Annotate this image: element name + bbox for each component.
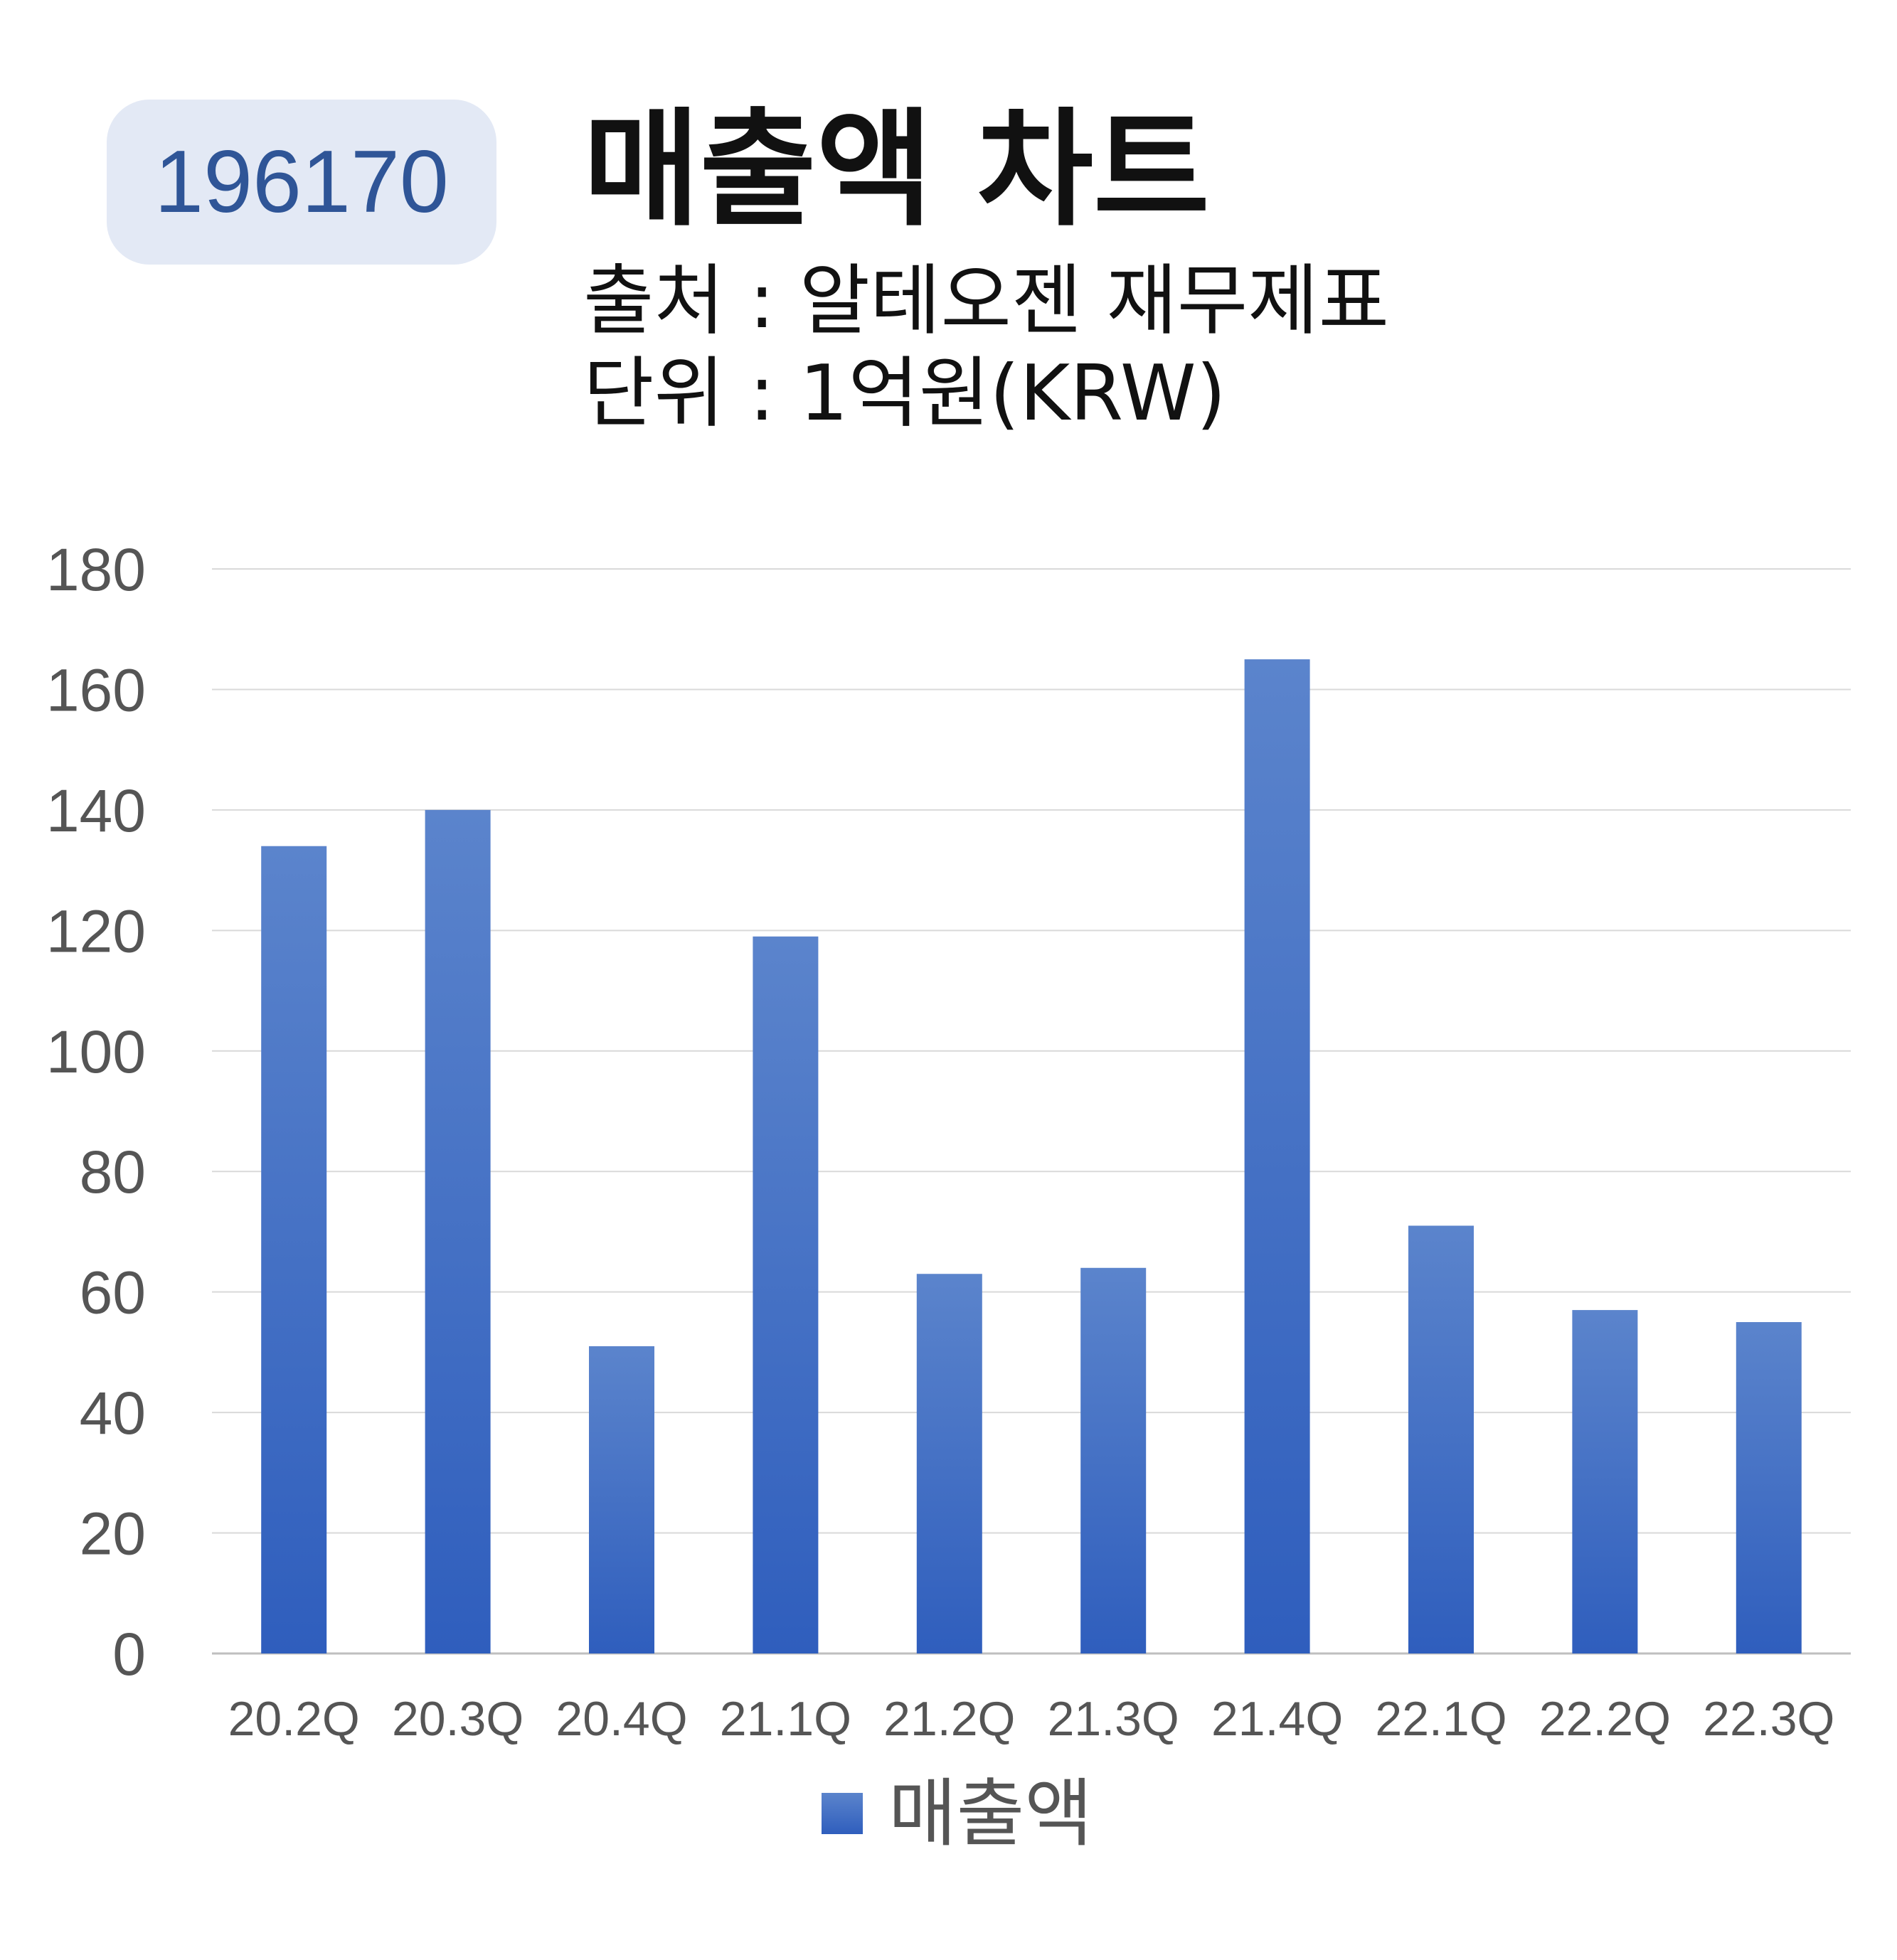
y-tick-label: 160: [46, 656, 146, 723]
y-tick-label: 120: [46, 898, 146, 964]
chart-title: 매출액 차트: [583, 96, 1210, 243]
bar-20.4Q: [589, 1346, 654, 1653]
y-tick-label: 140: [46, 777, 146, 844]
x-axis-ticks: 20.2Q 20.3Q 20.4Q 21.1Q 21.2Q 21.3Q 21.4Q 22.1Q…: [228, 1692, 1835, 1746]
x-tick-label: 20.2Q: [228, 1692, 360, 1746]
x-tick-label: 22.2Q: [1539, 1692, 1671, 1746]
y-tick-label: 80: [80, 1139, 146, 1205]
x-tick-label: 22.3Q: [1703, 1692, 1834, 1746]
ticker-badge: 196170: [107, 100, 496, 265]
bar-21.4Q: [1244, 659, 1310, 1654]
x-tick-label: 21.4Q: [1211, 1692, 1343, 1746]
bar-21.1Q: [753, 936, 819, 1653]
y-tick-label: 60: [80, 1259, 146, 1326]
bar-21.3Q: [1080, 1267, 1147, 1653]
ticker-code: 196170: [154, 133, 449, 231]
legend-swatch: [822, 1793, 863, 1834]
legend-label: 매출액: [888, 1770, 1093, 1857]
bar-21.2Q: [916, 1274, 982, 1653]
legend: 매출액: [822, 1777, 1093, 1850]
bar-22.3Q: [1736, 1322, 1802, 1653]
y-tick-label: 40: [80, 1380, 146, 1447]
x-tick-label: 20.4Q: [556, 1692, 687, 1746]
bar-22.1Q: [1408, 1225, 1474, 1653]
x-tick-label: 21.1Q: [720, 1692, 851, 1746]
bars: [261, 659, 1802, 1654]
x-tick-label: 21.2Q: [883, 1692, 1015, 1746]
y-axis-ticks: 0 20 40 60 80 100 120 140 160 180: [46, 536, 146, 1688]
bar-22.2Q: [1572, 1310, 1638, 1653]
x-tick-label: 22.1Q: [1375, 1692, 1507, 1746]
y-tick-label: 0: [112, 1621, 146, 1688]
x-tick-label: 20.3Q: [392, 1692, 524, 1746]
source-note: 출처 : 알테오젠 재무제표: [583, 257, 1389, 346]
bar-20.2Q: [261, 846, 327, 1653]
y-tick-label: 180: [46, 536, 146, 603]
y-tick-label: 20: [80, 1501, 146, 1567]
unit-note: 단위 : 1억원(KRW): [583, 349, 1226, 438]
y-tick-label: 100: [46, 1018, 146, 1085]
x-tick-label: 21.3Q: [1048, 1692, 1179, 1746]
bar-20.3Q: [425, 809, 491, 1653]
